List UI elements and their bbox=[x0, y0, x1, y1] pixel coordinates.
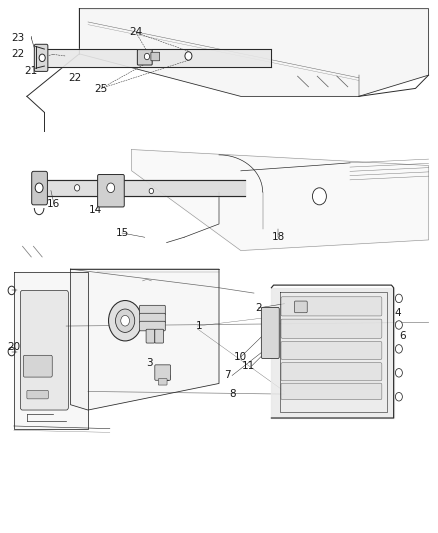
Circle shape bbox=[396, 392, 403, 401]
Circle shape bbox=[121, 316, 130, 326]
Polygon shape bbox=[272, 288, 394, 418]
Circle shape bbox=[185, 52, 192, 60]
FancyBboxPatch shape bbox=[140, 321, 165, 331]
FancyBboxPatch shape bbox=[146, 329, 155, 343]
Text: 24: 24 bbox=[129, 27, 143, 37]
Polygon shape bbox=[71, 269, 219, 410]
FancyBboxPatch shape bbox=[32, 171, 47, 205]
Text: 11: 11 bbox=[242, 361, 255, 371]
Circle shape bbox=[8, 286, 15, 295]
Text: 8: 8 bbox=[229, 389, 235, 399]
FancyBboxPatch shape bbox=[34, 44, 48, 71]
FancyBboxPatch shape bbox=[20, 290, 68, 410]
Circle shape bbox=[396, 321, 403, 329]
Circle shape bbox=[396, 345, 403, 353]
Text: 25: 25 bbox=[95, 84, 108, 94]
FancyBboxPatch shape bbox=[261, 308, 279, 359]
Text: 22: 22 bbox=[11, 49, 25, 59]
Text: 5: 5 bbox=[131, 306, 137, 317]
FancyBboxPatch shape bbox=[140, 305, 165, 315]
FancyBboxPatch shape bbox=[158, 378, 167, 385]
Text: 6: 6 bbox=[399, 330, 406, 341]
Text: 21: 21 bbox=[25, 66, 38, 76]
Text: 15: 15 bbox=[116, 228, 129, 238]
Text: 7: 7 bbox=[224, 370, 231, 381]
Text: 16: 16 bbox=[46, 199, 60, 209]
FancyBboxPatch shape bbox=[281, 319, 382, 338]
Circle shape bbox=[35, 183, 43, 192]
FancyBboxPatch shape bbox=[155, 365, 170, 380]
FancyBboxPatch shape bbox=[138, 50, 152, 65]
Text: 19: 19 bbox=[159, 373, 173, 383]
Polygon shape bbox=[40, 49, 272, 67]
Circle shape bbox=[8, 348, 15, 356]
Text: 1: 1 bbox=[196, 321, 203, 331]
Polygon shape bbox=[132, 150, 428, 251]
FancyBboxPatch shape bbox=[140, 313, 165, 323]
Circle shape bbox=[396, 368, 403, 377]
Text: 3: 3 bbox=[146, 358, 152, 368]
Text: 10: 10 bbox=[233, 352, 247, 362]
Text: 18: 18 bbox=[271, 232, 285, 243]
FancyBboxPatch shape bbox=[281, 342, 382, 360]
Text: 4: 4 bbox=[395, 308, 401, 318]
FancyBboxPatch shape bbox=[23, 356, 52, 377]
FancyBboxPatch shape bbox=[98, 174, 124, 207]
Text: 20: 20 bbox=[7, 342, 20, 352]
Circle shape bbox=[116, 309, 135, 333]
FancyBboxPatch shape bbox=[151, 52, 159, 61]
Polygon shape bbox=[44, 180, 245, 196]
FancyBboxPatch shape bbox=[294, 301, 307, 313]
Polygon shape bbox=[14, 272, 88, 429]
FancyBboxPatch shape bbox=[281, 383, 382, 400]
FancyBboxPatch shape bbox=[281, 297, 382, 316]
Circle shape bbox=[149, 188, 153, 193]
Circle shape bbox=[39, 54, 45, 62]
Circle shape bbox=[396, 294, 403, 303]
Polygon shape bbox=[79, 9, 428, 96]
Circle shape bbox=[312, 188, 326, 205]
Text: 23: 23 bbox=[11, 33, 25, 43]
Circle shape bbox=[109, 301, 142, 341]
Circle shape bbox=[107, 183, 115, 192]
Text: 2: 2 bbox=[255, 303, 261, 313]
Text: 22: 22 bbox=[68, 73, 81, 83]
Text: 14: 14 bbox=[89, 205, 102, 215]
Circle shape bbox=[145, 53, 150, 60]
FancyBboxPatch shape bbox=[155, 329, 163, 343]
FancyBboxPatch shape bbox=[281, 363, 382, 381]
FancyBboxPatch shape bbox=[27, 390, 48, 399]
Circle shape bbox=[74, 184, 80, 191]
